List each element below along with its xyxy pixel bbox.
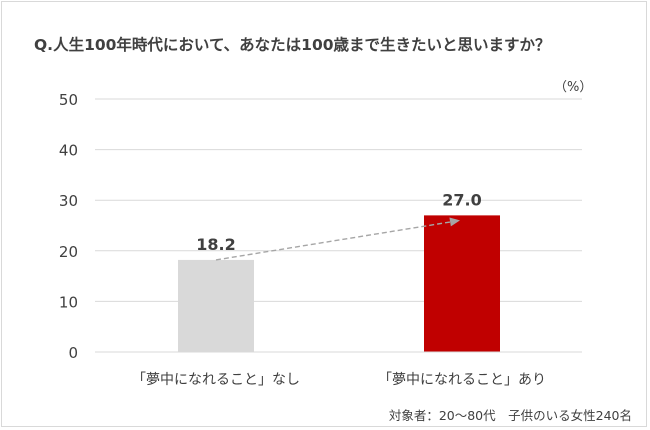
bar-2 — [424, 215, 500, 352]
respondent-note: 対象者：20～80代 子供のいる女性240名 — [388, 408, 632, 423]
unit-label: （%） — [554, 80, 593, 95]
trend-arrow-head — [449, 217, 460, 227]
category-label: 「夢中になれること」なし — [132, 372, 300, 388]
bar-1 — [178, 259, 254, 352]
y-tick-label: 30 — [59, 192, 78, 210]
y-tick-label: 50 — [59, 91, 78, 109]
category-label: 「夢中になれること」あり — [378, 372, 546, 388]
y-tick-label: 20 — [59, 243, 78, 261]
y-tick-label: 0 — [68, 344, 78, 362]
data-label: 18.2 — [196, 235, 235, 254]
chart-title: Q.人生100年時代において、あなたは100歳まで生きたいと思いますか？ — [34, 36, 551, 54]
trend-arrow-line — [215, 221, 452, 261]
y-tick-label: 40 — [59, 142, 78, 160]
y-tick-label: 10 — [59, 293, 78, 311]
data-label: 27.0 — [442, 190, 481, 209]
